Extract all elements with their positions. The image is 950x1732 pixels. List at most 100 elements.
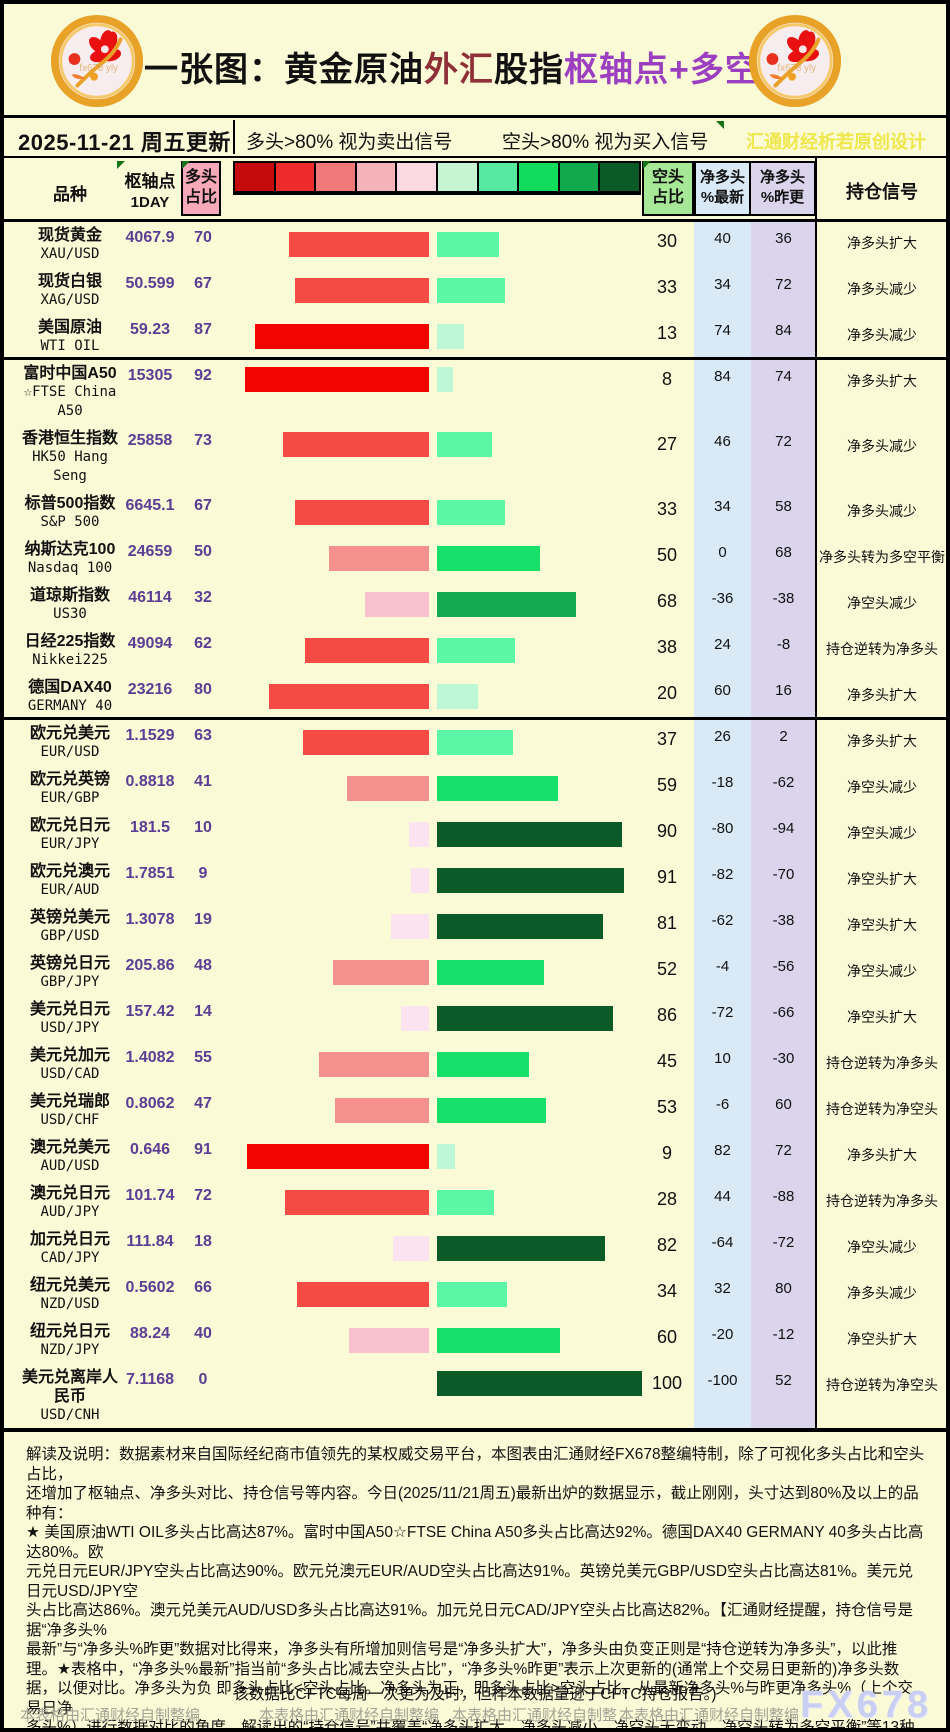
symbol-ticker: NZD/USD [40, 1296, 100, 1312]
pivot-value: 59.23 [129, 321, 171, 338]
short-pct-bar [437, 367, 454, 392]
symbol-name: 现货白银 XAG/USD [6, 272, 134, 310]
position-signal: 净空头减少 [847, 1239, 917, 1255]
long-pct-bar [391, 914, 429, 939]
table-row: 现货黄金 XAU/USD 4067.9 70 30 40 36 净多头扩大 [4, 222, 946, 268]
net-long-latest-value: 60 [714, 682, 731, 699]
explanation-text: 解读及说明：数据素材来自国际经纪商市值领先的某权威交易平台，本图表由汇通财经FX… [26, 1446, 925, 1732]
comment-marker [643, 161, 651, 169]
net-long-latest-value: 24 [714, 636, 731, 653]
symbol-ticker: Nikkei225 [32, 652, 108, 668]
legend-swatch [275, 163, 317, 191]
table-header: 品种 枢轴点 1DAY 多头 占比 空头 占比 净多头 %最新 净多头 %昨更 … [4, 158, 946, 222]
long-pct-value: 48 [194, 957, 212, 974]
update-date: 2025-11-21 周五更新 [18, 130, 231, 155]
net-long-previous-value: 68 [775, 544, 792, 561]
symbol-ticker: USD/JPY [40, 1020, 100, 1036]
pivot-value: 50.599 [125, 275, 175, 292]
position-signal: 净多头减少 [847, 327, 917, 343]
long-pct-value: 41 [194, 773, 212, 790]
long-pct-bar [305, 638, 429, 663]
table-row: 纽元兑日元 NZD/JPY 88.24 40 60 -20 -12 净空头扩大 [4, 1318, 946, 1364]
short-pct-bar [437, 500, 505, 525]
long-pct-bar [335, 1098, 429, 1123]
short-pct-value: 27 [656, 434, 678, 454]
short-pct-value: 34 [656, 1281, 678, 1301]
net-long-previous-value: -38 [772, 912, 795, 929]
long-pct-bar [401, 1006, 429, 1031]
long-pct-value: 14 [194, 1003, 212, 1020]
net-long-previous-value: 72 [775, 276, 792, 293]
long-pct-bar [245, 367, 429, 392]
long-pct-value: 55 [194, 1049, 212, 1066]
net-long-latest-value: -80 [711, 820, 734, 837]
position-signal: 净多头减少 [847, 1285, 917, 1301]
short-pct-bar [437, 776, 558, 801]
pivot-value: 4067.9 [125, 229, 175, 246]
net-long-latest-value: -100 [707, 1372, 738, 1389]
table-row: 加元兑日元 CAD/JPY 111.84 18 82 -64 -72 净空头减少 [4, 1226, 946, 1272]
long-pct-value: 10 [194, 819, 212, 836]
symbol-name: 美国原油 WTI OIL [6, 318, 134, 356]
position-signal: 净多头减少 [847, 281, 917, 297]
pivot-value: 1.3078 [125, 911, 175, 928]
table-row: 香港恒生指数 HK50 Hang Seng 25858 73 27 46 72 净多头减少 [4, 425, 946, 490]
net-long-latest-value: -6 [715, 1096, 730, 1113]
table-row: 标普500指数 S&P 500 6645.1 67 33 34 58 净多头减少 [4, 490, 946, 536]
long-pct-bar [349, 1328, 429, 1353]
net-long-previous-value: 60 [775, 1096, 792, 1113]
long-pct-value: 50 [194, 543, 212, 560]
table-row: 英镑兑日元 GBP/JPY 205.86 48 52 -4 -56 净空头减少 [4, 950, 946, 996]
net-long-previous-value: 84 [775, 322, 792, 339]
symbol-name: 美元兑瑞郎 USD/CHF [6, 1092, 134, 1130]
short-pct-bar [437, 546, 540, 571]
net-long-latest-value: 26 [714, 728, 731, 745]
long-pct-value: 67 [194, 275, 212, 292]
net-long-previous-value: 36 [775, 230, 792, 247]
net-long-previous-value: -70 [772, 866, 795, 883]
date-band: 2025-11-21 周五更新 多头>80% 视为卖出信号 空头>80% 视为买… [4, 118, 946, 158]
col-header-net-new: 净多头 %最新 [694, 161, 751, 216]
table-row: 现货白银 XAG/USD 50.599 67 33 34 72 净多头减少 [4, 268, 946, 314]
net-new-column-tint [694, 222, 751, 1428]
position-signal: 净多头扩大 [847, 373, 917, 389]
table-row: 欧元兑美元 EUR/USD 1.1529 63 37 26 2 净多头扩大 [4, 720, 946, 766]
pivot-value: 6645.1 [125, 497, 175, 514]
long-pct-value: 62 [194, 635, 212, 652]
pivot-value: 0.5602 [125, 1279, 175, 1296]
short-pct-bar [437, 822, 622, 847]
symbol-ticker: EUR/USD [40, 744, 100, 760]
position-signal: 净空头扩大 [847, 1009, 917, 1025]
symbol-ticker: EUR/GBP [40, 790, 100, 806]
net-long-previous-value: -38 [772, 590, 795, 607]
pivot-value: 7.1168 [125, 1371, 175, 1388]
symbol-name: 美元兑加元 USD/CAD [6, 1046, 134, 1084]
pivot-value: 205.86 [125, 957, 175, 974]
long-pct-value: 73 [194, 432, 212, 449]
long-pct-bar [319, 1052, 429, 1077]
long-pct-bar [295, 500, 429, 525]
footer-credit: 本表格由汇通财经自制整编 [259, 1707, 440, 1724]
short-pct-value: 13 [656, 323, 678, 343]
table-row: 美元兑日元 USD/JPY 157.42 14 86 -72 -66 净空头扩大 [4, 996, 946, 1042]
long-pct-bar [247, 1144, 429, 1169]
net-long-latest-value: 82 [714, 1142, 731, 1159]
short-pct-value: 90 [656, 821, 678, 841]
legend-swatch [437, 163, 479, 191]
net-long-latest-value: 34 [714, 498, 731, 515]
short-pct-value: 68 [656, 591, 678, 611]
position-signal: 净空头减少 [847, 779, 917, 795]
pivot-value: 0.646 [129, 1141, 171, 1158]
symbol-ticker: HK50 Hang Seng [32, 449, 108, 484]
symbol-ticker: Nasdaq 100 [27, 560, 113, 576]
footer-credit: 本表格由汇通财经自制整编 [20, 1707, 201, 1724]
net-long-latest-value: 0 [718, 544, 727, 561]
symbol-ticker: USD/CAD [40, 1066, 100, 1082]
short-pct-bar [437, 1328, 560, 1353]
short-pct-bar [437, 1098, 546, 1123]
short-pct-bar [437, 1006, 614, 1031]
net-long-previous-value: -88 [772, 1188, 795, 1205]
position-signal: 净多头扩大 [847, 733, 917, 749]
symbol-name: 欧元兑美元 EUR/USD [6, 724, 134, 762]
long-pct-value: 92 [194, 367, 212, 384]
